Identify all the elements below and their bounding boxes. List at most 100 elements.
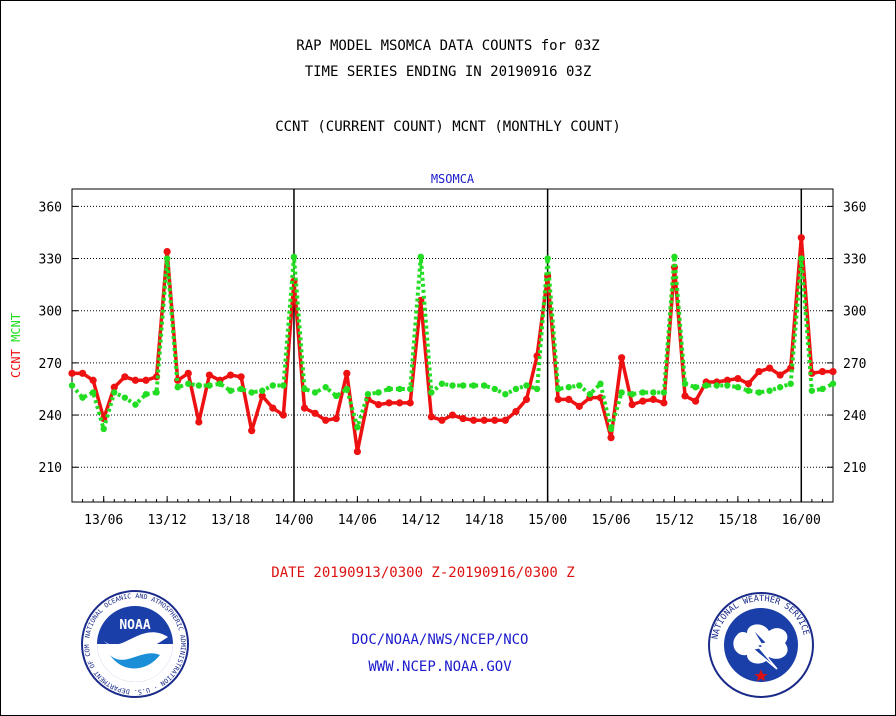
data-point-mcnt xyxy=(829,380,837,387)
x-tick-label: 14/12 xyxy=(401,513,440,528)
y-tick-label-right: 210 xyxy=(843,461,866,476)
data-point-ccnt xyxy=(121,373,129,381)
data-point-ccnt xyxy=(681,392,689,400)
data-point-mcnt xyxy=(100,425,107,433)
data-point-ccnt xyxy=(163,248,171,256)
data-point-ccnt xyxy=(797,234,805,242)
data-point-mcnt xyxy=(459,382,467,389)
data-point-mcnt xyxy=(671,253,678,261)
data-point-mcnt xyxy=(364,390,372,398)
x-tick-label: 13/06 xyxy=(84,513,123,528)
x-tick-label: 15/18 xyxy=(718,513,757,528)
data-point-mcnt xyxy=(713,382,720,389)
data-point-ccnt xyxy=(639,397,647,405)
data-point-ccnt xyxy=(734,374,742,383)
data-point-mcnt xyxy=(153,389,160,396)
data-point-mcnt xyxy=(618,389,625,396)
x-tick-label: 14/00 xyxy=(274,513,313,528)
data-point-mcnt xyxy=(639,389,646,396)
data-point-ccnt xyxy=(343,369,351,377)
data-point-mcnt xyxy=(597,380,604,387)
data-point-ccnt xyxy=(396,399,404,407)
data-point-mcnt xyxy=(301,385,308,393)
data-point-mcnt xyxy=(481,382,488,389)
data-point-ccnt xyxy=(279,411,287,419)
series-line-mcnt xyxy=(70,254,834,431)
org-label[interactable]: DOC/NOAA/NWS/NCEP/NCO xyxy=(351,632,529,648)
data-point-ccnt xyxy=(459,414,467,423)
data-point-mcnt xyxy=(248,389,255,396)
data-point-ccnt xyxy=(649,395,657,404)
data-point-ccnt xyxy=(512,407,520,416)
data-point-ccnt xyxy=(744,380,753,388)
noaa-logo: NOAA NATIONAL OCEANIC AND ATMOSPHERIC AD… xyxy=(80,589,189,698)
y-axis-label-mcnt: MCNT xyxy=(9,313,23,349)
data-point-mcnt xyxy=(724,382,731,389)
data-point-ccnt xyxy=(332,414,340,423)
x-tick-label: 16/00 xyxy=(782,513,821,528)
data-point-mcnt xyxy=(628,390,636,398)
data-point-mcnt xyxy=(227,387,234,394)
data-point-mcnt xyxy=(692,384,699,391)
data-point-mcnt xyxy=(142,390,150,398)
x-tick-label: 13/12 xyxy=(148,513,187,528)
chart-title-line2: TIME SERIES ENDING IN 20190916 03Z xyxy=(304,64,592,80)
data-point-mcnt xyxy=(163,255,171,262)
data-point-ccnt xyxy=(184,369,192,377)
data-point-mcnt xyxy=(89,389,97,396)
data-point-mcnt xyxy=(375,389,382,396)
series-ccnt xyxy=(68,234,837,456)
data-point-ccnt xyxy=(78,369,87,377)
data-point-ccnt xyxy=(691,397,700,405)
chart-title-line1: RAP MODEL MSOMCA DATA COUNTS for 03Z xyxy=(296,38,600,54)
data-point-mcnt xyxy=(185,380,192,387)
data-point-ccnt xyxy=(269,404,277,412)
data-point-ccnt xyxy=(258,392,266,400)
data-point-mcnt xyxy=(216,380,224,387)
data-point-ccnt xyxy=(470,416,478,424)
website-link[interactable]: WWW.NCEP.NOAA.GOV xyxy=(368,659,512,675)
data-point-mcnt xyxy=(745,387,752,394)
data-point-mcnt xyxy=(79,394,86,401)
data-point-mcnt xyxy=(650,389,657,396)
data-point-mcnt xyxy=(565,384,572,391)
data-point-ccnt xyxy=(142,376,150,384)
y-tick-label-left: 330 xyxy=(39,253,62,268)
data-point-mcnt xyxy=(660,389,668,396)
y-tick-label-left: 210 xyxy=(39,461,62,476)
data-point-mcnt xyxy=(808,387,816,394)
data-point-mcnt xyxy=(174,384,181,391)
data-point-ccnt xyxy=(818,367,827,376)
y-tick-label-left: 300 xyxy=(39,305,62,320)
data-point-mcnt xyxy=(766,387,773,394)
data-point-mcnt xyxy=(491,385,498,393)
y-tick-label-left: 240 xyxy=(39,409,62,424)
data-point-ccnt xyxy=(448,411,457,419)
data-point-ccnt xyxy=(438,416,446,424)
data-point-mcnt xyxy=(269,382,277,389)
data-point-ccnt xyxy=(110,383,118,391)
data-point-mcnt xyxy=(132,401,139,408)
noaa-logo-text: NOAA xyxy=(119,618,150,633)
data-point-ccnt xyxy=(618,354,626,362)
date-range-label: DATE 20190913/0300 Z-20190916/0300 Z xyxy=(271,565,575,581)
nws-logo: NATIONAL WEATHER SERVICE xyxy=(708,592,814,698)
data-point-mcnt xyxy=(322,384,329,391)
data-point-ccnt xyxy=(374,401,383,409)
data-point-mcnt xyxy=(195,382,203,389)
data-point-mcnt xyxy=(237,385,245,393)
data-point-mcnt xyxy=(586,390,594,398)
data-point-ccnt xyxy=(554,395,562,404)
data-point-ccnt xyxy=(427,413,435,421)
data-point-ccnt xyxy=(776,371,784,379)
data-point-mcnt xyxy=(798,255,805,262)
x-tick-label: 15/00 xyxy=(528,513,567,528)
data-point-ccnt xyxy=(628,401,636,409)
chart-inner-title: MSOMCA xyxy=(431,172,475,186)
data-point-ccnt xyxy=(353,447,361,456)
y-tick-label-right: 240 xyxy=(843,409,866,424)
x-tick-label: 14/18 xyxy=(465,513,504,528)
data-point-ccnt xyxy=(237,373,245,381)
data-point-ccnt xyxy=(195,418,203,426)
data-point-ccnt xyxy=(596,394,605,402)
